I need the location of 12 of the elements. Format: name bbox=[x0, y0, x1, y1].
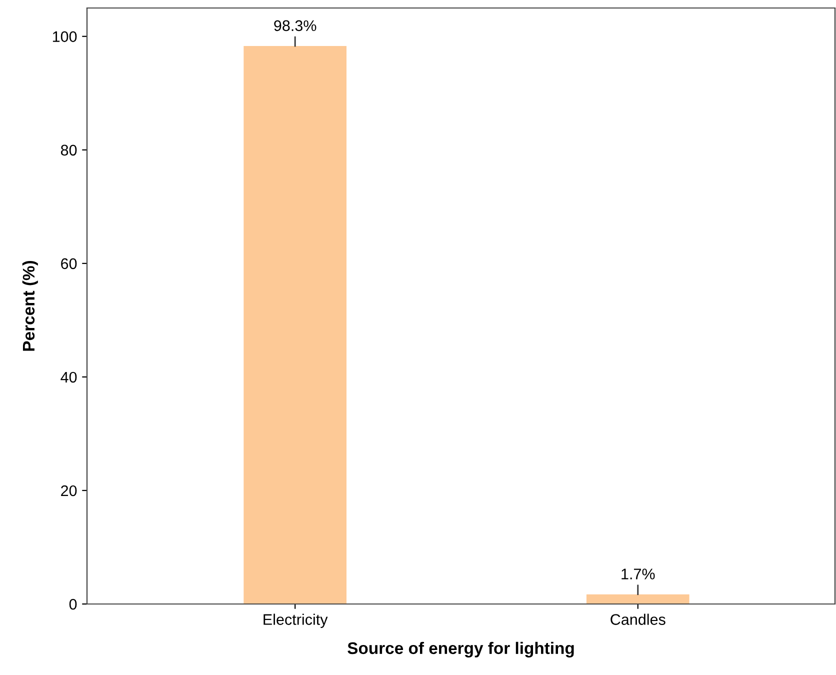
y-tick-label: 60 bbox=[61, 258, 77, 270]
x-axis-title: Source of energy for lighting bbox=[348, 642, 574, 658]
y-axis-title: Percent (%) bbox=[22, 260, 38, 351]
x-tick-label: Electricity bbox=[264, 614, 328, 628]
y-tick-label: 40 bbox=[60, 372, 77, 383]
y-tick-label: 80 bbox=[60, 144, 77, 156]
y-tick-label: 100 bbox=[52, 31, 77, 42]
data-label: 1.7% bbox=[622, 568, 655, 580]
data-label: 98.3% bbox=[274, 20, 316, 32]
x-tick-label: Candles bbox=[610, 614, 666, 625]
y-tick-label: 20 bbox=[61, 485, 77, 496]
y-tick-label: 0 bbox=[69, 598, 77, 610]
